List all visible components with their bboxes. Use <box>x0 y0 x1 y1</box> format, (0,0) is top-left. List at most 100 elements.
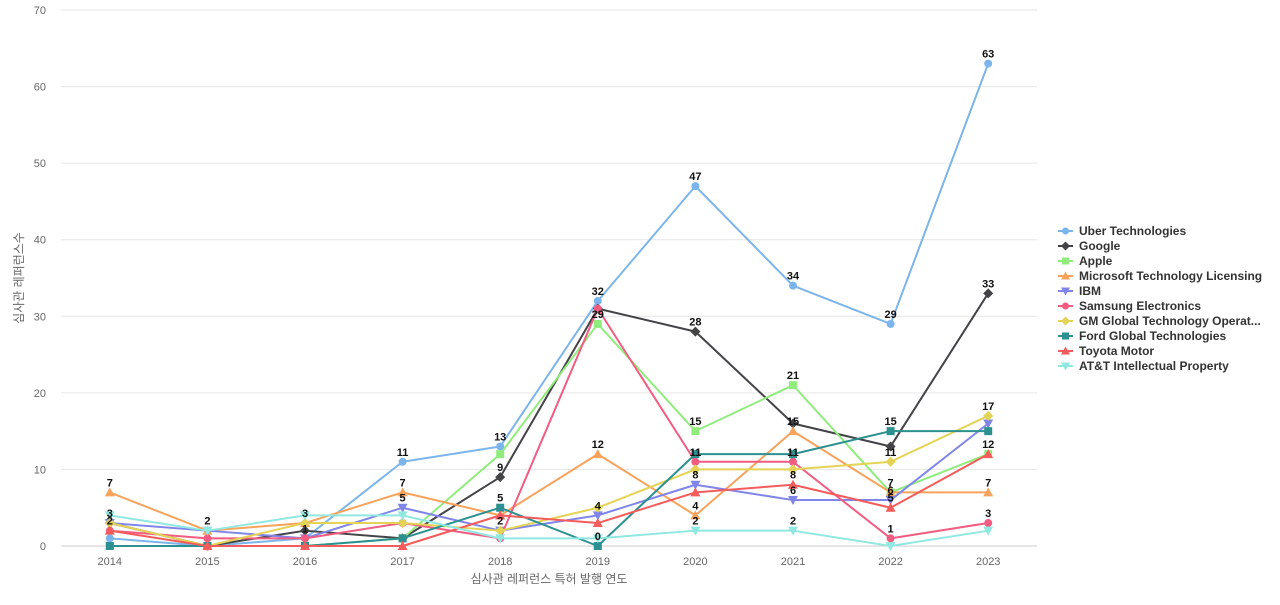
data-point[interactable] <box>104 518 115 529</box>
data-point[interactable] <box>983 288 994 299</box>
data-point[interactable] <box>886 427 895 436</box>
data-point[interactable] <box>397 503 408 513</box>
data-point[interactable] <box>301 534 309 543</box>
data-point[interactable] <box>592 449 603 459</box>
data-point[interactable] <box>983 410 994 421</box>
legend-marker[interactable] <box>1061 346 1070 355</box>
data-point[interactable] <box>397 541 408 550</box>
data-point[interactable] <box>398 457 407 466</box>
legend-marker[interactable] <box>1061 271 1070 280</box>
data-point[interactable] <box>690 487 701 497</box>
legend-marker[interactable] <box>1062 257 1069 265</box>
data-point[interactable] <box>690 464 701 475</box>
data-point[interactable] <box>788 479 798 489</box>
data-point[interactable] <box>690 526 701 536</box>
legend-marker[interactable] <box>1061 316 1070 326</box>
series-ford-global-technologies[interactable] <box>105 427 993 550</box>
series-uber-technologies[interactable] <box>105 59 993 550</box>
data-point[interactable] <box>788 526 798 536</box>
data-point[interactable] <box>789 381 797 390</box>
legend-item[interactable]: Apple <box>1058 254 1113 268</box>
data-point[interactable] <box>789 281 797 290</box>
series-apple[interactable] <box>105 319 993 550</box>
data-point[interactable] <box>592 511 603 521</box>
data-point[interactable] <box>788 464 798 475</box>
legend-marker[interactable] <box>1062 332 1069 340</box>
legend-marker[interactable] <box>1061 362 1070 371</box>
data-point[interactable] <box>885 502 896 512</box>
legend-item[interactable]: Ford Global Technologies <box>1058 329 1226 343</box>
legend-item[interactable]: Uber Technologies <box>1058 224 1186 238</box>
data-point[interactable] <box>984 519 993 528</box>
legend-item[interactable]: IBM <box>1058 284 1101 298</box>
legend-item[interactable]: AT&T Intellectual Property <box>1058 359 1229 373</box>
data-point[interactable] <box>496 442 505 451</box>
data-point[interactable] <box>885 542 896 551</box>
data-point[interactable] <box>886 319 895 328</box>
data-point[interactable] <box>104 525 115 535</box>
legend-item[interactable]: Samsung Electronics <box>1058 299 1201 313</box>
data-point[interactable] <box>300 541 310 550</box>
data-point[interactable] <box>300 518 310 529</box>
series-at-t-intellectual-property[interactable] <box>104 511 994 551</box>
data-point[interactable] <box>105 542 114 550</box>
data-point[interactable] <box>300 525 310 536</box>
data-point[interactable] <box>202 541 213 550</box>
data-point[interactable] <box>788 426 798 436</box>
data-point[interactable] <box>397 511 408 521</box>
data-point[interactable] <box>691 450 700 459</box>
data-point[interactable] <box>397 487 408 497</box>
data-point[interactable] <box>788 418 798 429</box>
data-point[interactable] <box>496 503 505 512</box>
data-point[interactable] <box>690 326 701 337</box>
data-point[interactable] <box>398 534 407 543</box>
data-point[interactable] <box>691 427 700 436</box>
legend-marker[interactable] <box>1062 302 1069 310</box>
data-point[interactable] <box>885 441 896 452</box>
legend-item[interactable]: Microsoft Technology Licensing <box>1058 269 1262 283</box>
legend-item[interactable]: GM Global Technology Operat... <box>1058 314 1261 328</box>
data-point[interactable] <box>690 510 701 520</box>
data-point[interactable] <box>983 449 994 459</box>
data-point[interactable] <box>885 456 896 467</box>
legend-marker[interactable] <box>1062 227 1069 235</box>
data-point[interactable] <box>202 526 213 536</box>
data-point[interactable] <box>691 457 700 466</box>
data-point[interactable] <box>593 296 602 305</box>
data-point[interactable] <box>495 510 506 520</box>
data-point[interactable] <box>593 542 602 550</box>
data-point[interactable] <box>203 534 212 543</box>
data-point[interactable] <box>789 450 797 459</box>
data-point[interactable] <box>593 319 602 328</box>
data-point[interactable] <box>984 427 993 436</box>
legend-item[interactable]: Toyota Motor <box>1058 344 1154 358</box>
data-point[interactable] <box>885 487 896 497</box>
data-point[interactable] <box>885 496 896 506</box>
data-point[interactable] <box>592 502 603 513</box>
series-toyota-motor[interactable] <box>104 449 994 550</box>
data-point[interactable] <box>886 534 895 543</box>
data-point[interactable] <box>300 511 310 521</box>
data-point[interactable] <box>495 525 506 536</box>
data-point[interactable] <box>788 496 798 506</box>
legend-marker[interactable] <box>1061 287 1070 296</box>
data-point[interactable] <box>983 526 994 536</box>
legend-item[interactable]: Google <box>1058 239 1121 253</box>
series-gm-global-technology-operat[interactable] <box>104 410 994 551</box>
data-point[interactable] <box>592 518 603 528</box>
series-google[interactable] <box>104 288 994 551</box>
data-point[interactable] <box>495 534 506 544</box>
data-point[interactable] <box>983 487 994 497</box>
data-point[interactable] <box>495 472 506 483</box>
data-point[interactable] <box>690 480 701 490</box>
data-point[interactable] <box>496 450 505 459</box>
data-point[interactable] <box>592 534 603 544</box>
data-point[interactable] <box>104 487 115 497</box>
data-point[interactable] <box>104 511 115 521</box>
data-point[interactable] <box>983 419 994 429</box>
data-point[interactable] <box>105 534 114 543</box>
legend-marker[interactable] <box>1061 241 1070 251</box>
data-point[interactable] <box>691 182 700 191</box>
data-point[interactable] <box>593 304 602 313</box>
